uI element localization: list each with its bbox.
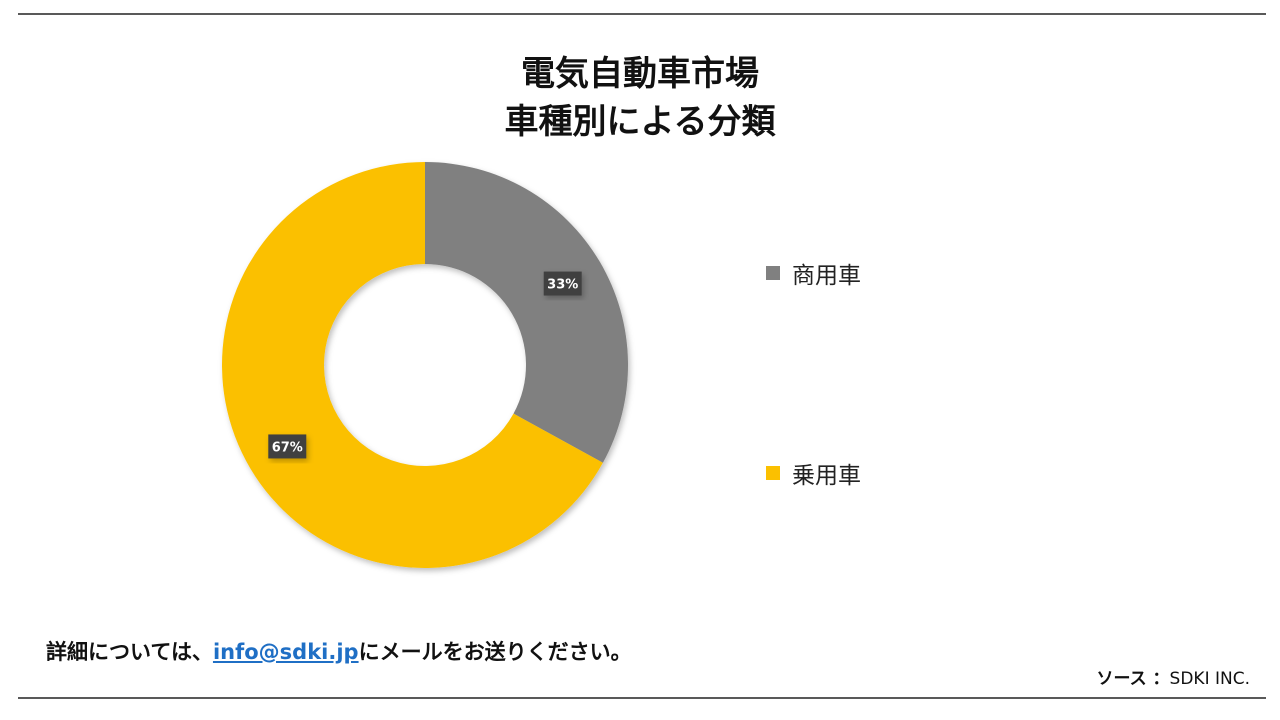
source-label: ソース ： (1096, 669, 1170, 689)
title-line-2: 車種別による分類 (504, 102, 776, 142)
source-credit: ソース ：SDKI INC. (1096, 664, 1250, 689)
contact-prefix: 詳細については、 (46, 640, 213, 664)
data-label-passenger: 67% (268, 434, 307, 459)
legend-swatch-passenger (766, 466, 780, 480)
data-label-text-commercial: 33% (547, 278, 578, 293)
data-label-text-passenger: 67% (272, 440, 303, 455)
data-label-box-commercial (543, 271, 582, 296)
legend-item-commercial: 商用車 (766, 256, 861, 290)
data-label-commercial: 33% (543, 271, 582, 296)
top-divider (18, 13, 1266, 15)
contact-email-link[interactable]: info@sdki.jp (212, 640, 359, 664)
contact-suffix: にメールをお送りください。 (358, 640, 632, 664)
contact-note: 詳細については、info@sdki.jpにメールをお送りください。 (46, 636, 632, 666)
title-line-1: 電気自動車市場 (521, 54, 759, 94)
bottom-divider (18, 697, 1266, 699)
legend-swatch-commercial (766, 266, 780, 280)
legend-label-commercial: 商用車 (792, 263, 861, 289)
donut-slice-passenger (222, 161, 603, 568)
legend-item-passenger: 乗用車 (766, 456, 861, 490)
chart-title: 電気自動車市場 車種別による分類 (0, 50, 1280, 146)
data-label-box-passenger (268, 434, 307, 459)
legend-label-passenger: 乗用車 (792, 463, 861, 489)
source-value: SDKI INC. (1169, 669, 1250, 689)
donut-slice-commercial (425, 162, 628, 463)
